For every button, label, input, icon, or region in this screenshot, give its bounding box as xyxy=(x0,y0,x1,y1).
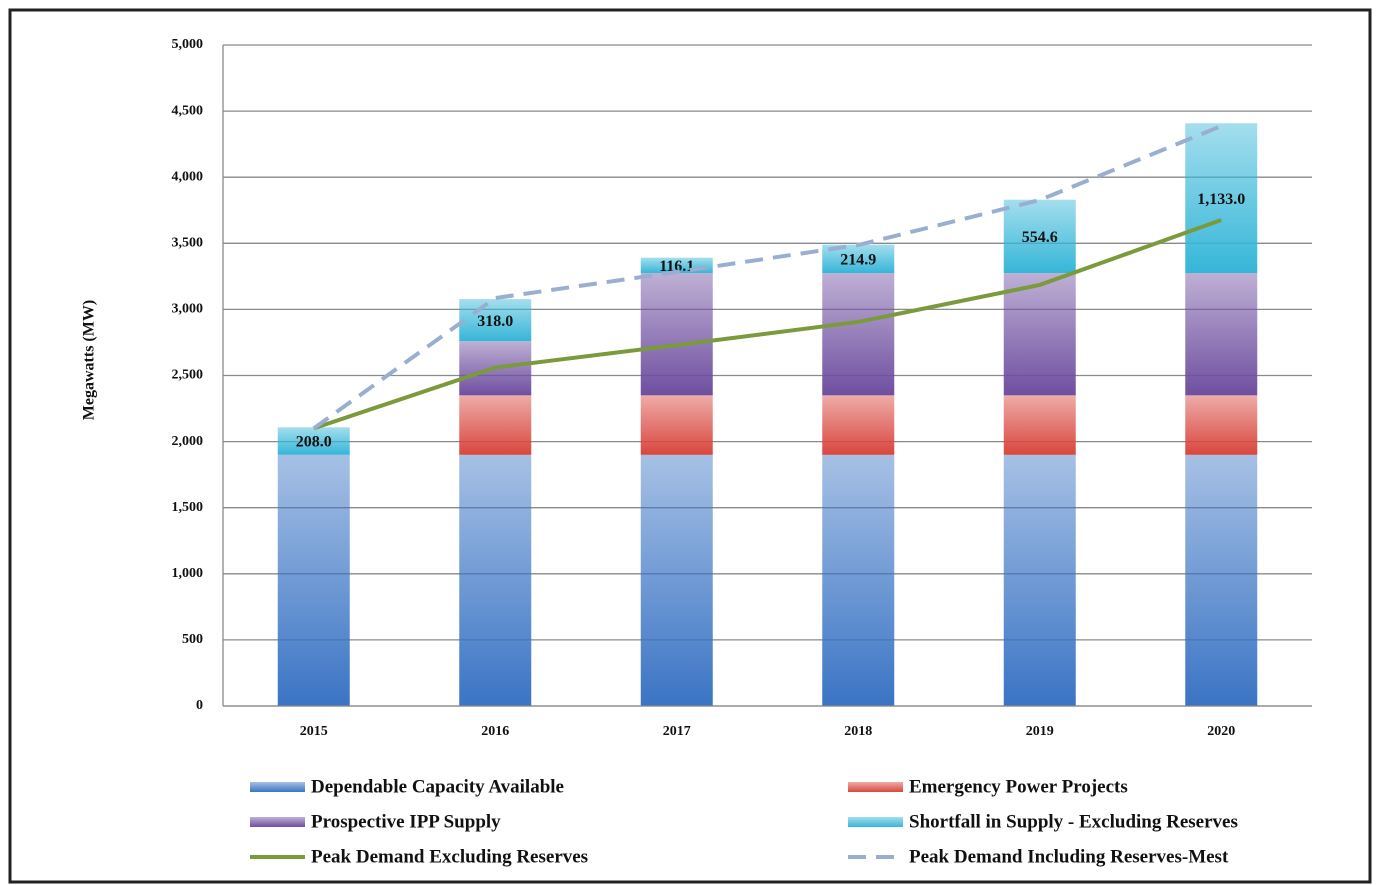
x-tick-label: 2020 xyxy=(1207,724,1235,739)
y-tick-label: 1,500 xyxy=(172,500,204,515)
bar-segment xyxy=(822,395,895,455)
y-tick-label: 2,000 xyxy=(172,434,204,449)
bar-segment xyxy=(640,273,713,396)
legend-label: Shortfall in Supply - Excluding Reserves xyxy=(909,811,1238,832)
data-label: 116.1 xyxy=(659,258,694,275)
data-label: 554.6 xyxy=(1022,229,1058,246)
x-tick-label: 2015 xyxy=(300,724,328,739)
legend-swatch xyxy=(250,817,305,827)
bar-segment xyxy=(277,427,350,455)
bar-segment xyxy=(459,395,532,455)
line-series xyxy=(313,218,1222,431)
data-label: 318.0 xyxy=(477,313,513,330)
bar-segment xyxy=(1185,454,1258,706)
bar-segment xyxy=(1003,395,1076,455)
y-tick-label: 3,500 xyxy=(172,236,204,251)
y-tick-label: 0 xyxy=(196,698,203,713)
bar-segment xyxy=(459,454,532,706)
legend-label: Peak Demand Including Reserves-Mest xyxy=(909,846,1229,867)
y-tick-label: 2,500 xyxy=(172,368,204,383)
bar-segment xyxy=(640,395,713,455)
x-tick-label: 2017 xyxy=(663,724,691,739)
data-label: 1,133.0 xyxy=(1197,191,1245,208)
legend-swatch xyxy=(848,782,903,792)
legend-swatch xyxy=(848,817,903,827)
y-tick-label: 3,000 xyxy=(172,302,204,317)
bar-segment xyxy=(277,454,350,706)
x-tick-label: 2018 xyxy=(844,724,872,739)
y-tick-label: 4,500 xyxy=(172,103,204,118)
bar-segment xyxy=(822,273,895,396)
data-label: 214.9 xyxy=(840,252,876,269)
bar-segment xyxy=(1003,273,1076,396)
x-tick-label: 2019 xyxy=(1026,724,1054,739)
y-axis-label: Megawatts (MW) xyxy=(81,300,98,420)
bar-segment xyxy=(1185,123,1258,274)
bar-segment xyxy=(640,454,713,706)
bar-segment xyxy=(459,299,532,342)
bar-segment xyxy=(822,454,895,706)
legend-label: Peak Demand Excluding Reserves xyxy=(311,846,588,867)
legend-label: Prospective IPP Supply xyxy=(311,811,501,832)
bar-segment xyxy=(1185,395,1258,455)
x-tick-label: 2016 xyxy=(481,724,509,739)
y-tick-label: 1,000 xyxy=(172,566,204,581)
y-tick-label: 500 xyxy=(182,632,203,647)
legend-swatch xyxy=(250,782,305,792)
bar-segment xyxy=(1185,273,1258,396)
legend-label: Dependable Capacity Available xyxy=(311,776,564,797)
legend-label: Emergency Power Projects xyxy=(909,776,1128,797)
y-tick-label: 5,000 xyxy=(172,37,204,52)
bar-segment xyxy=(1003,454,1076,706)
bar-segment xyxy=(1003,199,1076,274)
data-label: 208.0 xyxy=(296,434,332,451)
y-tick-label: 4,000 xyxy=(172,169,204,184)
